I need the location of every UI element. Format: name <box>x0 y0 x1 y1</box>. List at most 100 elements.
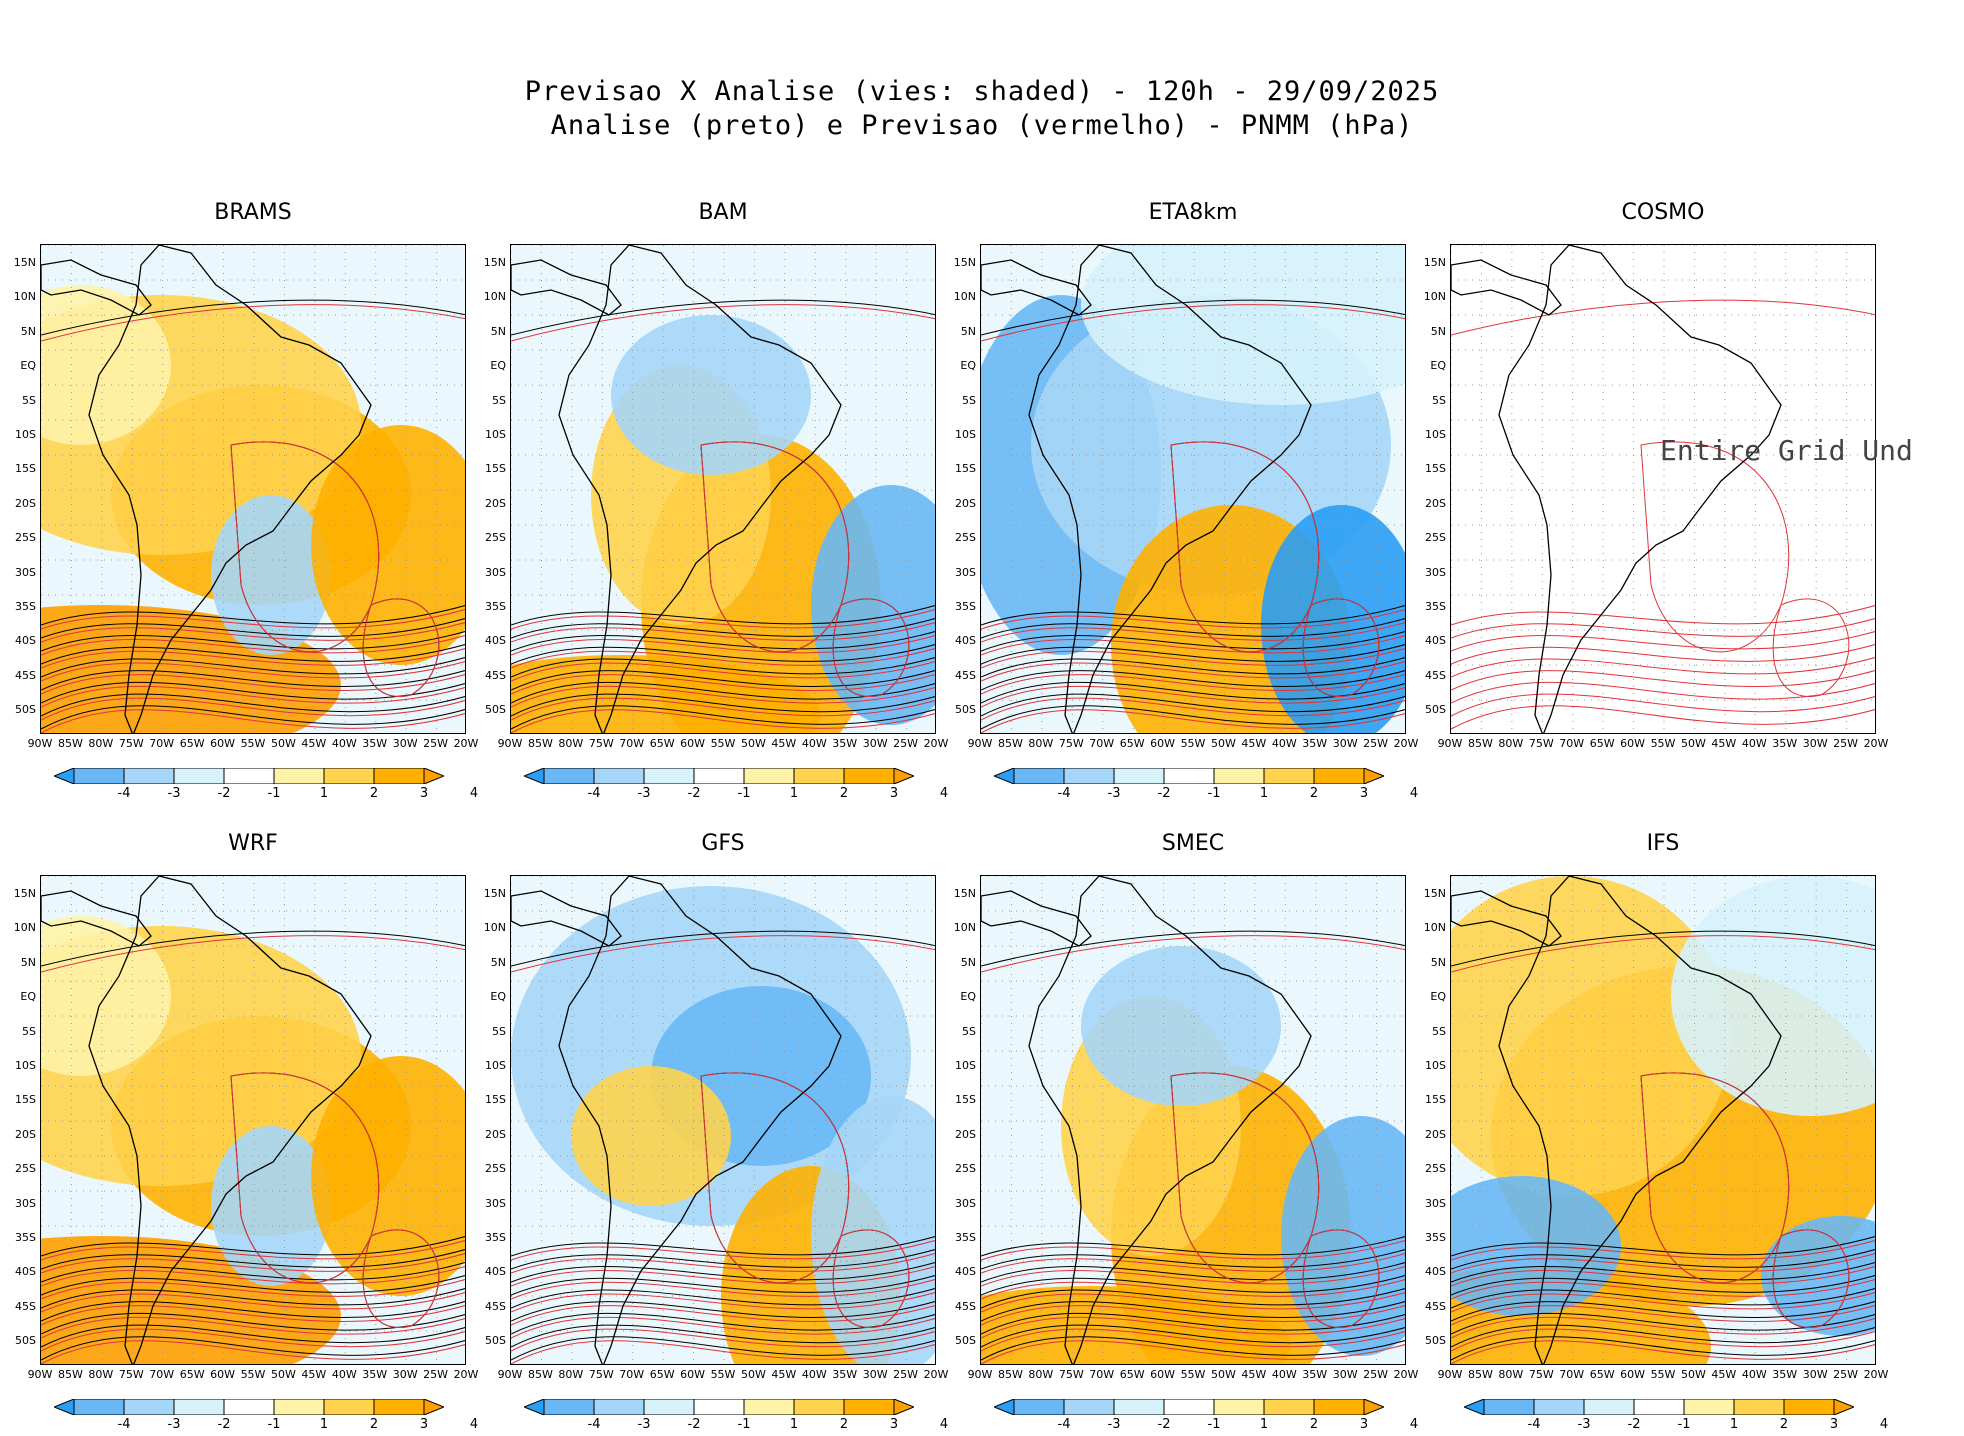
lat-tick-label: 15S <box>485 1093 506 1107</box>
map-eta8km <box>980 244 1406 734</box>
colorbar-tick-label: 2 <box>839 786 849 801</box>
lat-tick-label: 50S <box>955 1334 976 1348</box>
map-smec <box>980 875 1406 1365</box>
lat-tick-label: 30S <box>955 1196 976 1210</box>
lat-tick-label: 20S <box>955 496 976 510</box>
colorbar-tick-label: 2 <box>1779 1417 1789 1432</box>
lon-tick-label: 20W <box>453 1368 479 1381</box>
lat-tick-label: EQ <box>490 359 506 373</box>
lon-tick-label: 75W <box>118 1368 144 1381</box>
lat-tick-label: 50S <box>955 703 976 717</box>
colorbar-tick-label: -4 <box>1527 1417 1541 1432</box>
panel-title-ifs: IFS <box>1646 831 1680 856</box>
lon-tick-label: 85W <box>527 737 553 750</box>
lon-tick-label: 75W <box>588 1368 614 1381</box>
lon-tick-label: 90W <box>497 737 523 750</box>
colorbar-tick-label: -3 <box>167 1417 181 1432</box>
lat-tick-label: 40S <box>485 634 506 648</box>
lon-tick-label: 70W <box>1089 737 1115 750</box>
lat-tick-label: 30S <box>15 1196 36 1210</box>
lat-tick-label: 35S <box>15 600 36 613</box>
lat-tick-label: 5S <box>492 393 506 407</box>
lon-tick-label: 75W <box>1058 1368 1084 1381</box>
lat-tick-label: 15S <box>955 462 976 476</box>
colorbar-tick-label: 4 <box>1879 1417 1889 1432</box>
lat-tick-label: 30S <box>1425 1196 1446 1210</box>
lon-tick-label: 60W <box>210 737 235 750</box>
lat-tick-label: 25S <box>15 531 36 545</box>
colorbar-tick-label: 4 <box>469 786 479 801</box>
lat-tick-label: 10S <box>1425 428 1446 441</box>
lon-tick-label: 50W <box>270 737 296 750</box>
lat-tick-label: 5N <box>490 324 506 338</box>
lat-tick-label: 50S <box>15 703 36 717</box>
colorbar-tick-label: 4 <box>1409 1417 1419 1432</box>
colorbar-tick-label: -1 <box>1207 1417 1221 1432</box>
lat-tick-label: 5S <box>1432 1024 1446 1038</box>
lon-tick-label: 30W <box>862 1368 888 1381</box>
lon-tick-label: 90W <box>27 1368 53 1381</box>
colorbar-tick-label: -4 <box>1057 786 1071 801</box>
lat-tick-label: 35S <box>1425 600 1446 613</box>
lon-tick-label: 20W <box>923 1368 949 1381</box>
lon-tick-label: 80W <box>1498 737 1524 750</box>
lon-tick-label: 40W <box>1741 1368 1767 1381</box>
lon-tick-label: 75W <box>1528 1368 1554 1381</box>
colorbar-gfs <box>522 1398 916 1416</box>
lat-tick-label: 40S <box>1425 1265 1446 1279</box>
colorbar-tick-label: -3 <box>1577 1417 1591 1432</box>
lat-tick-label: 15S <box>1425 462 1446 476</box>
lat-tick-label: 10S <box>1425 1059 1446 1072</box>
colorbar-tick-label: -4 <box>587 786 601 801</box>
colorbar-tick-label: 3 <box>419 1417 429 1432</box>
lon-tick-label: 90W <box>497 1368 523 1381</box>
lat-tick-label: 50S <box>485 1334 506 1348</box>
lon-tick-label: 40W <box>331 1368 357 1381</box>
lat-tick-label: 25S <box>485 1162 506 1176</box>
panel-title-gfs: GFS <box>701 831 745 856</box>
lon-tick-label: 25W <box>1363 1368 1388 1381</box>
lon-tick-label: 45W <box>301 1368 327 1381</box>
lon-tick-label: 35W <box>362 737 388 750</box>
lon-tick-label: 90W <box>1437 1368 1463 1381</box>
lat-tick-label: 15S <box>15 462 36 476</box>
lon-tick-label: 90W <box>967 737 993 750</box>
colorbar-tick-label: -1 <box>737 786 751 801</box>
lat-tick-label: 20S <box>955 1127 976 1141</box>
lon-tick-label: 80W <box>1028 1368 1054 1381</box>
lat-tick-label: 45S <box>1425 1299 1446 1313</box>
figure-title-line2: Analise (preto) e Previsao (vermelho) - … <box>550 110 1414 141</box>
lon-tick-label: 70W <box>1089 1368 1115 1381</box>
lon-tick-label: 35W <box>832 1368 858 1381</box>
colorbar-tick-label: 4 <box>939 786 949 801</box>
colorbar-tick-label: -3 <box>1107 786 1121 801</box>
map-ifs <box>1450 875 1876 1365</box>
lon-tick-label: 55W <box>1650 737 1676 750</box>
lon-tick-label: 50W <box>1680 737 1706 750</box>
lat-tick-label: EQ <box>20 359 36 373</box>
lon-tick-label: 80W <box>88 737 114 750</box>
lat-tick-label: 15N <box>953 256 976 269</box>
colorbar-tick-label: -4 <box>117 786 131 801</box>
lat-tick-label: 20S <box>1425 496 1446 510</box>
lat-tick-label: 10S <box>15 428 36 441</box>
lon-tick-label: 25W <box>423 1368 448 1381</box>
lat-tick-label: 40S <box>15 1265 36 1279</box>
colorbar-tick-label: 1 <box>1729 1417 1739 1432</box>
lat-tick-label: 45S <box>955 668 976 682</box>
lon-tick-label: 55W <box>240 737 266 750</box>
lat-tick-label: EQ <box>1430 990 1446 1004</box>
lon-tick-label: 70W <box>619 1368 645 1381</box>
lon-tick-label: 70W <box>149 1368 175 1381</box>
map-wrf <box>40 875 466 1365</box>
lat-tick-label: 5S <box>22 1024 36 1038</box>
lat-tick-label: 15N <box>1423 256 1446 269</box>
map-brams <box>40 244 466 734</box>
colorbar-tick-label: -4 <box>1057 1417 1071 1432</box>
colorbar-tick-label: -1 <box>267 786 281 801</box>
lon-tick-label: 35W <box>1772 737 1798 750</box>
lat-tick-label: 35S <box>15 1231 36 1244</box>
lat-tick-label: 10N <box>1423 290 1446 304</box>
lon-tick-label: 30W <box>392 737 418 750</box>
lat-tick-label: 25S <box>955 531 976 545</box>
